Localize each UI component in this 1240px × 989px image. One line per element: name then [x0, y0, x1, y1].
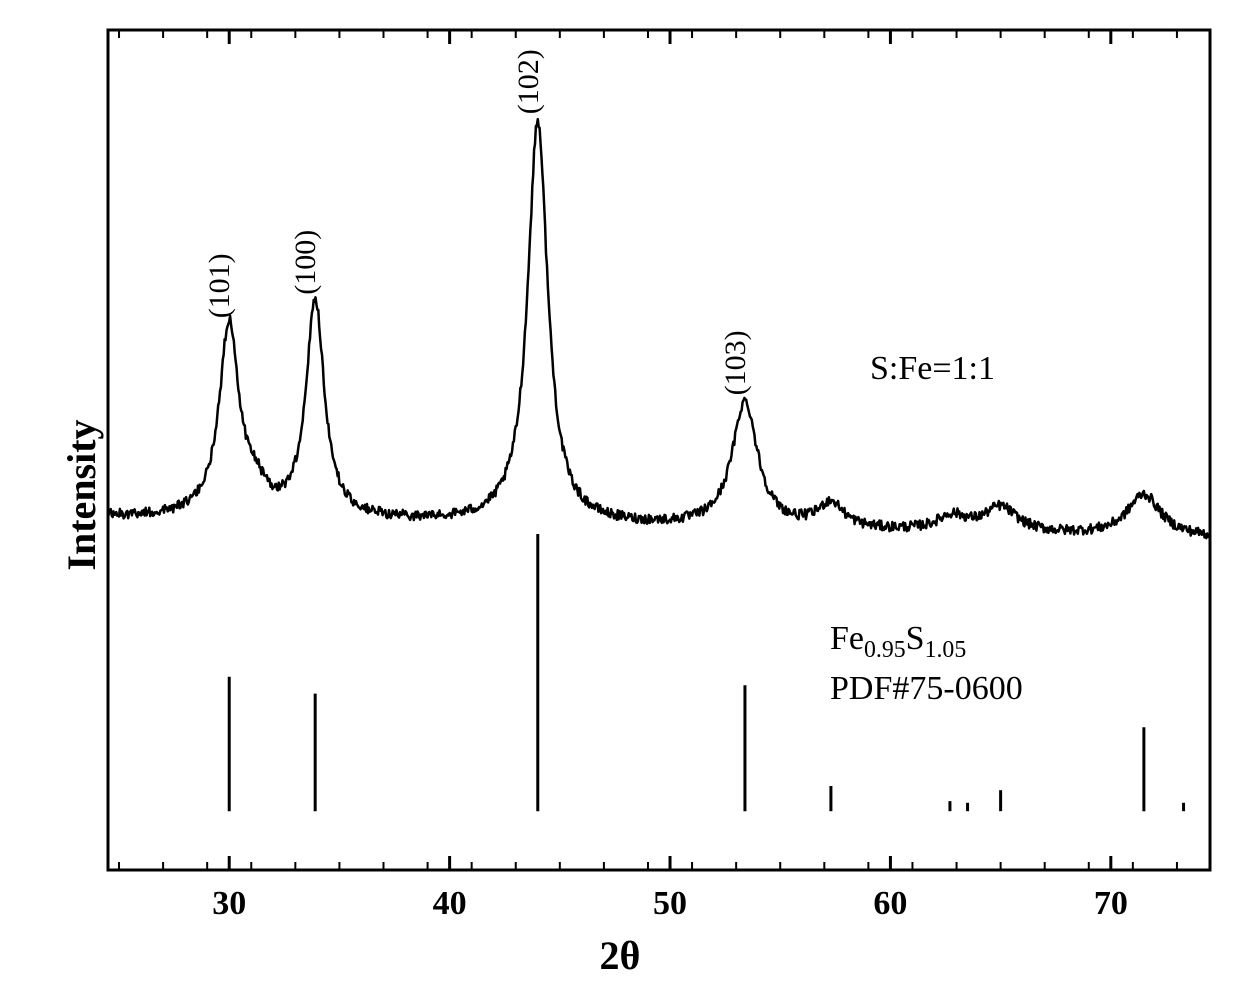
xrd-measured-trace — [108, 119, 1210, 538]
svg-text:50: 50 — [653, 885, 687, 922]
x-axis-label: 2θ — [600, 932, 641, 979]
peak-label: (101) — [203, 253, 236, 318]
peak-label: (103) — [719, 330, 752, 395]
svg-text:60: 60 — [873, 885, 907, 922]
svg-text:40: 40 — [433, 885, 467, 922]
svg-text:70: 70 — [1094, 885, 1128, 922]
xrd-plot-svg: 30 40 50 60 70 (101) (100) (102) (103) — [0, 0, 1240, 989]
peak-label: (102) — [512, 49, 545, 114]
reference-formula-label: Fe0.95S1.05 — [830, 620, 966, 664]
svg-text:30: 30 — [212, 885, 246, 922]
peak-label: (100) — [289, 230, 322, 295]
y-axis-label: Intensity — [58, 419, 105, 570]
reference-pdf-label: PDF#75-0600 — [830, 670, 1023, 708]
sample-ratio-label: S:Fe=1:1 — [870, 350, 995, 388]
xrd-figure: 30 40 50 60 70 (101) (100) (102) (103) Intensity… — [0, 0, 1240, 989]
